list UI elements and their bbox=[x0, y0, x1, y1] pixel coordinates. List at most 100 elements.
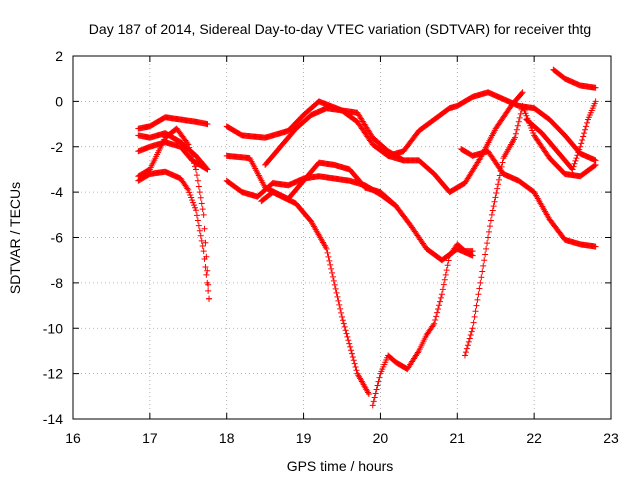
data-point bbox=[189, 153, 196, 160]
data-point bbox=[201, 256, 208, 263]
data-point bbox=[365, 391, 372, 398]
y-tick-label: 0 bbox=[55, 93, 63, 109]
axis-ticks: 16 17 18 19 20 21 22 23 -14 -12 -10 -8 -6 -4 -2 0 2 bbox=[43, 48, 619, 446]
data-point bbox=[592, 84, 599, 91]
data-point bbox=[436, 298, 443, 305]
data-point bbox=[481, 257, 488, 264]
data-point bbox=[351, 360, 358, 367]
data-point bbox=[466, 335, 473, 342]
data-point bbox=[581, 130, 588, 137]
data-point bbox=[443, 267, 450, 274]
data-point bbox=[330, 277, 337, 284]
data-point bbox=[191, 202, 198, 209]
data-point bbox=[479, 268, 486, 275]
data-point bbox=[198, 200, 205, 207]
data-point bbox=[475, 291, 482, 298]
data-point bbox=[468, 328, 475, 335]
data-point bbox=[515, 118, 522, 125]
data-point bbox=[441, 276, 448, 283]
data-point bbox=[184, 185, 191, 192]
data-point bbox=[187, 191, 194, 198]
series-sat-p bbox=[523, 98, 599, 173]
data-point bbox=[348, 350, 355, 357]
data-point bbox=[488, 211, 495, 218]
data-point bbox=[201, 225, 208, 232]
data-point bbox=[202, 263, 209, 270]
data-point bbox=[202, 239, 209, 246]
data-point bbox=[442, 271, 449, 278]
data-point bbox=[192, 166, 199, 173]
data-point bbox=[580, 133, 587, 140]
data-point bbox=[582, 126, 589, 133]
data-point bbox=[591, 162, 598, 169]
data-point bbox=[190, 157, 197, 164]
data-point bbox=[463, 345, 470, 352]
data-point bbox=[206, 295, 213, 302]
y-tick-label: -6 bbox=[51, 230, 64, 246]
data-point bbox=[430, 322, 437, 329]
data-point bbox=[192, 204, 199, 211]
data-point bbox=[347, 343, 354, 350]
x-tick-label: 16 bbox=[65, 430, 81, 446]
data-point bbox=[197, 232, 204, 239]
data-point bbox=[325, 253, 332, 260]
data-point bbox=[435, 305, 442, 312]
data-point bbox=[569, 166, 576, 173]
data-point bbox=[517, 110, 524, 117]
data-point bbox=[195, 183, 202, 190]
data-point bbox=[471, 313, 478, 320]
data-point bbox=[203, 165, 210, 172]
data-point bbox=[572, 157, 579, 164]
data-point bbox=[331, 281, 338, 288]
data-point bbox=[494, 185, 501, 192]
data-point bbox=[467, 332, 474, 339]
data-point bbox=[480, 262, 487, 269]
data-point bbox=[476, 156, 483, 163]
series-sat-k bbox=[369, 241, 476, 409]
data-point bbox=[375, 378, 382, 385]
data-point bbox=[574, 152, 581, 159]
data-point bbox=[188, 194, 195, 201]
data-point bbox=[204, 121, 211, 128]
data-point bbox=[518, 90, 525, 97]
data-point bbox=[483, 245, 490, 252]
data-point bbox=[438, 291, 445, 298]
data-point bbox=[461, 352, 468, 359]
data-point bbox=[462, 349, 469, 356]
data-point bbox=[495, 181, 502, 188]
data-point bbox=[577, 143, 584, 150]
data-point bbox=[192, 207, 199, 214]
data-point bbox=[493, 189, 500, 196]
data-point bbox=[185, 186, 192, 193]
data-point bbox=[204, 279, 211, 286]
data-point bbox=[344, 333, 351, 340]
data-point bbox=[444, 262, 451, 269]
data-point bbox=[198, 237, 205, 244]
data-point bbox=[185, 141, 192, 148]
data-point bbox=[495, 176, 502, 183]
data-point bbox=[484, 240, 491, 247]
data-point bbox=[492, 194, 499, 201]
data-point bbox=[203, 271, 210, 278]
data-point bbox=[337, 305, 344, 312]
data-point bbox=[519, 89, 526, 96]
data-point bbox=[204, 166, 211, 173]
data-point bbox=[512, 130, 519, 137]
data-point bbox=[583, 119, 590, 126]
data-point bbox=[485, 228, 492, 235]
y-axis-label: SDTVAR / TECUs bbox=[7, 182, 23, 294]
data-point bbox=[333, 289, 340, 296]
data-point bbox=[514, 122, 521, 129]
x-tick-label: 18 bbox=[219, 430, 235, 446]
x-axis-label: GPS time / hours bbox=[287, 458, 394, 474]
x-tick-label: 19 bbox=[296, 430, 312, 446]
data-point bbox=[341, 323, 348, 330]
data-point bbox=[472, 308, 479, 315]
data-point bbox=[436, 302, 443, 309]
y-tick-label: -14 bbox=[43, 411, 63, 427]
data-point bbox=[489, 207, 496, 214]
data-point bbox=[469, 248, 476, 255]
data-point bbox=[437, 294, 444, 301]
series-sat-o bbox=[550, 66, 599, 91]
data-point bbox=[199, 206, 206, 213]
